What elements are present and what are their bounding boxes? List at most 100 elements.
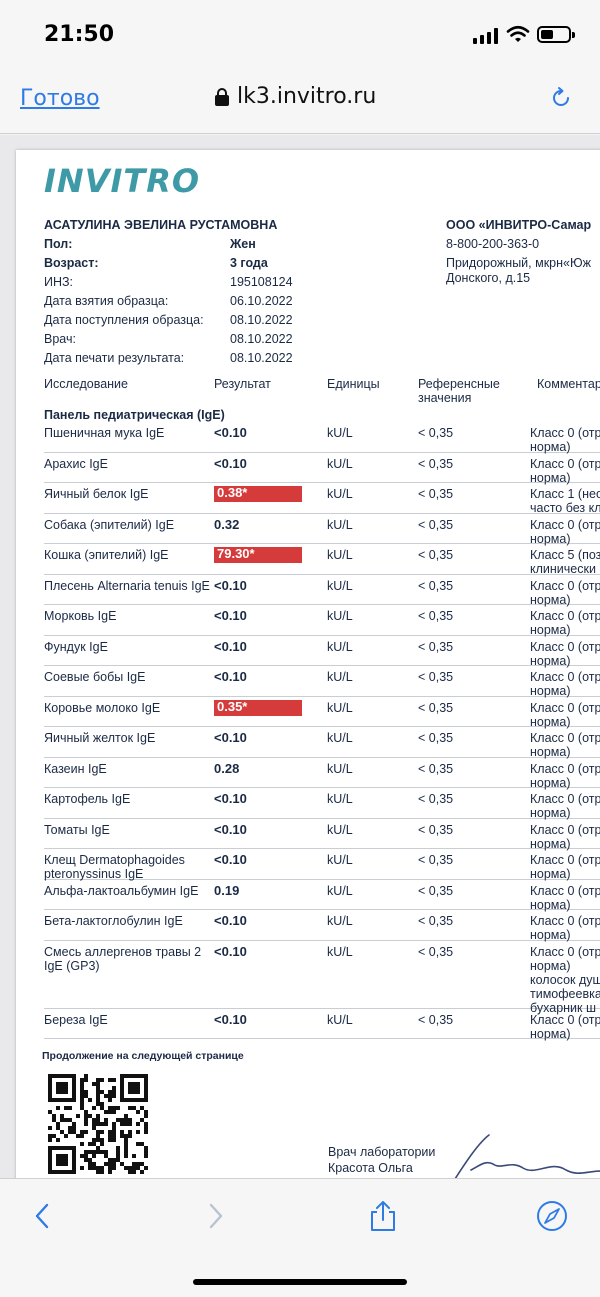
- row-unit: kU/L: [327, 578, 353, 593]
- row-result-value: <0.10: [214, 821, 247, 837]
- row-comment-line: норма): [530, 440, 571, 454]
- table-row: Пшеничная мука IgE <0.10 kU/L < 0,35 Класс 0…: [44, 422, 600, 454]
- row-comment: Класс 0 (отр норма): [530, 457, 600, 485]
- row-comment-line: норма): [530, 897, 571, 912]
- row-comment: Класс 0 (отр норма): [530, 426, 600, 454]
- row-result-value: <0.10: [214, 577, 247, 593]
- table-row: Плесень Alternaria tenuis IgE <0.10 kU/L < …: [44, 575, 600, 607]
- table-row: Казеин IgE 0.28 kU/L < 0,35 Класс 0 (отр норм…: [44, 758, 600, 790]
- row-reference: < 0,35: [418, 792, 454, 806]
- row-comment: Класс 5 (поз клинически: [530, 548, 600, 576]
- row-comment-line: норма): [530, 684, 571, 698]
- row-reference: < 0,35: [418, 578, 454, 593]
- row-reference: < 0,35: [418, 517, 454, 532]
- lab-address: Донского, д.15: [446, 271, 531, 285]
- row-reference: < 0,35: [418, 639, 454, 654]
- patient-name: АСАТУЛИНА ЭВЕЛИНА РУСТАМОВНА: [44, 218, 278, 232]
- row-comment-line: Класс 0 (отр: [530, 822, 600, 837]
- info-label: Врач:: [44, 332, 76, 346]
- cellular-signal-icon: [473, 28, 499, 44]
- row-result-value: 0.32: [214, 516, 240, 532]
- back-icon[interactable]: [26, 1199, 60, 1233]
- table-row: Яичный желток IgE <0.10 kU/L < 0,35 Класс 0 …: [44, 727, 600, 759]
- row-study-name: Кошка (эпителий) IgE: [44, 548, 169, 562]
- column-header-comment: Комментар: [537, 377, 600, 391]
- row-result-value: 0.38*: [214, 486, 302, 502]
- row-comment-line: норма): [530, 592, 571, 607]
- row-unit: kU/L: [327, 609, 353, 623]
- row-study-name: Собака (эпителий) IgE: [44, 517, 175, 532]
- row-reference: < 0,35: [418, 761, 454, 776]
- browser-toolbar: [0, 1178, 600, 1297]
- row-comment-line: Класс 0 (отр: [530, 609, 600, 623]
- row-reference: < 0,35: [418, 822, 454, 837]
- info-label: Возраст:: [44, 256, 99, 270]
- row-comment-line: норма): [530, 745, 571, 759]
- row-unit: kU/L: [327, 853, 353, 867]
- table-row: Фундук IgE <0.10 kU/L < 0,35 Класс 0 (отр нор…: [44, 636, 600, 668]
- row-result-value: <0.10: [214, 913, 247, 928]
- row-reference: < 0,35: [418, 731, 454, 745]
- lab-address: Придорожный, мкрн«Юж: [446, 256, 591, 270]
- row-comment: Класс 0 (отр норма): [530, 853, 600, 881]
- row-comment: Класс 0 (отр норма): [530, 1013, 600, 1041]
- table-row: Собака (эпителий) IgE 0.32 kU/L < 0,35 Класс…: [44, 514, 600, 546]
- row-study-name: Альфа-лактоальбумин IgE: [44, 883, 199, 898]
- qr-code: [48, 1074, 148, 1174]
- row-result-value: 79.30*: [214, 547, 302, 563]
- info-value: Жен: [230, 237, 256, 251]
- safari-compass-icon[interactable]: [535, 1199, 569, 1233]
- row-comment: Класс 0 (отр норма): [530, 579, 600, 607]
- table-row: Альфа-лактоальбумин IgE 0.19 kU/L < 0,35 Кла…: [44, 880, 600, 912]
- reload-icon[interactable]: [549, 86, 573, 110]
- web-content[interactable]: INVITRO АСАТУЛИНА ЭВЕЛИНА РУСТАМОВНА Пол…: [0, 135, 600, 1178]
- row-unit: kU/L: [327, 487, 353, 501]
- table-row: Картофель IgE <0.10 kU/L < 0,35 Класс 0 (отр…: [44, 788, 600, 820]
- info-label: ИНЗ:: [44, 275, 74, 289]
- lab-org-name: ООО «ИНВИТРО-Самар: [446, 218, 592, 232]
- address-bar[interactable]: lk3.invitro.ru: [215, 84, 376, 109]
- info-value: 08.10.2022: [230, 351, 293, 365]
- table-row: Береза IgE <0.10 kU/L < 0,35 Класс 0 (отр нор…: [44, 1009, 600, 1041]
- row-comment-line: Класс 0 (отр: [530, 914, 600, 928]
- row-comment: Класс 0 (отр норма): [530, 914, 600, 942]
- row-unit: kU/L: [327, 456, 353, 471]
- row-reference: < 0,35: [418, 670, 454, 684]
- status-time: 21:50: [44, 22, 115, 47]
- row-result-value: <0.10: [214, 638, 247, 654]
- row-result-value: <0.10: [214, 852, 247, 867]
- row-unit: kU/L: [327, 700, 353, 715]
- row-comment: Класс 0 (отр норма) колосок душ тимофеевка б…: [530, 945, 600, 1015]
- doctor-signature: [454, 1134, 600, 1178]
- column-header-study: Исследование: [44, 377, 128, 391]
- row-unit: kU/L: [327, 914, 353, 928]
- doctor-name: Красота Ольга: [328, 1161, 413, 1175]
- row-comment: Класс 0 (отр норма): [530, 823, 600, 851]
- forward-icon[interactable]: [198, 1199, 232, 1233]
- row-reference: < 0,35: [418, 700, 454, 715]
- info-value: 08.10.2022: [230, 332, 293, 346]
- row-comment-line: норма): [530, 775, 571, 790]
- row-comment-line: норма): [530, 531, 571, 546]
- info-label: Дата взятия образца:: [44, 294, 169, 308]
- row-unit: kU/L: [327, 517, 353, 532]
- row-study-name: Плесень Alternaria tenuis IgE: [44, 578, 210, 593]
- row-comment: Класс 1 (нео часто без кл: [530, 487, 600, 515]
- row-comment-line: колосок душ: [530, 972, 600, 987]
- doctor-role: Врач лаборатории: [328, 1145, 436, 1159]
- row-comment-line: Класс 0 (отр: [530, 1012, 600, 1027]
- row-result-value: <0.10: [214, 425, 247, 440]
- row-unit: kU/L: [327, 822, 353, 837]
- info-label: Пол:: [44, 237, 73, 251]
- row-comment: Класс 0 (отр норма): [530, 701, 600, 729]
- browser-nav-bar: Готово lk3.invitro.ru: [0, 62, 600, 134]
- row-comment: Класс 0 (отр норма): [530, 670, 600, 698]
- share-icon[interactable]: [366, 1199, 400, 1233]
- column-header-reference-line: Референсные: [418, 377, 500, 391]
- row-comment-line: Класс 0 (отр: [530, 883, 600, 898]
- row-reference: < 0,35: [418, 456, 454, 471]
- row-comment-line: Класс 0 (отр: [530, 853, 600, 867]
- done-button[interactable]: Готово: [20, 86, 100, 111]
- row-comment: Класс 0 (отр норма): [530, 884, 600, 912]
- row-comment-line: Класс 0 (отр: [530, 517, 600, 532]
